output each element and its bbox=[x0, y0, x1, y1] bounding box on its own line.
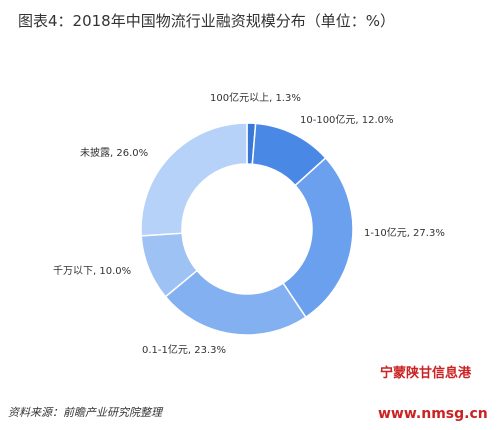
donut-slice bbox=[282, 156, 354, 319]
chart-title: 图表4：2018年中国物流行业融资规模分布（单位：%） bbox=[18, 12, 395, 30]
watermark-site-name: 宁蒙陕甘信息港 bbox=[380, 366, 472, 381]
source-note: 资料来源：前瞻产业研究院整理 bbox=[8, 406, 162, 419]
slice-label: 千万以下, 10.0% bbox=[53, 265, 131, 277]
slice-label: 100亿元以上, 1.3% bbox=[210, 91, 301, 104]
slice-label: 未披露, 26.0% bbox=[80, 146, 148, 159]
slice-label: 1-10亿元, 27.3% bbox=[364, 226, 445, 239]
slice-label: 0.1-1亿元, 23.3% bbox=[142, 343, 226, 356]
slice-label: 10-100亿元, 12.0% bbox=[300, 113, 394, 126]
watermark-url: www.nmsg.cn bbox=[378, 406, 488, 422]
donut-slice bbox=[140, 122, 248, 237]
